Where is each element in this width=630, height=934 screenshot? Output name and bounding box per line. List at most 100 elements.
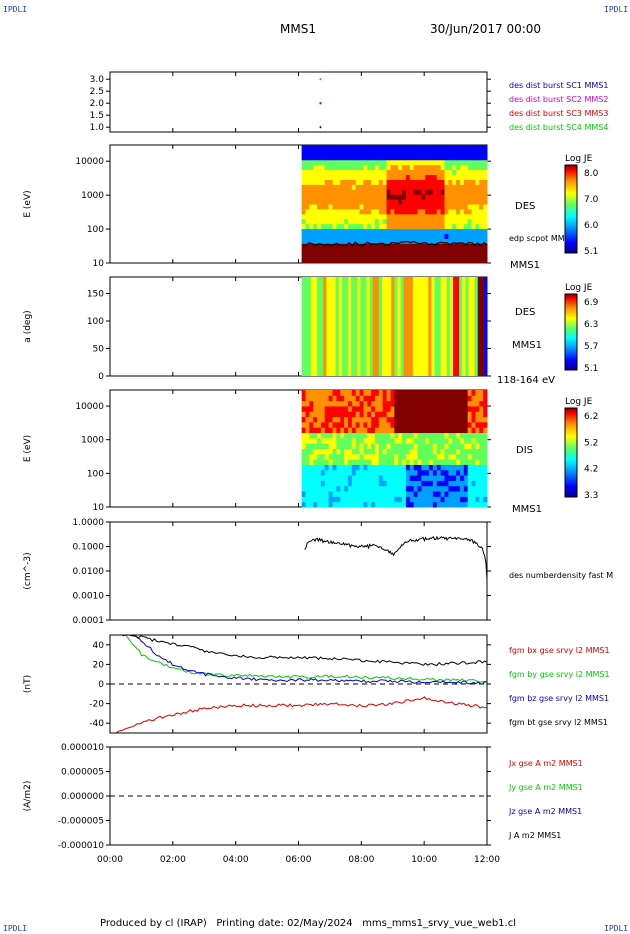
heatmap-cell	[459, 258, 465, 264]
heatmap-cell	[359, 248, 364, 254]
heatmap-cell	[398, 149, 403, 156]
heatmap-cell	[452, 501, 457, 508]
y-tick-label: 0.0100	[73, 567, 105, 577]
heatmap-cell	[371, 469, 376, 476]
heatmap-cell	[340, 496, 345, 503]
heatmap-cell	[320, 491, 326, 497]
y-tick-label: 1.5	[90, 111, 104, 121]
date-title: 30/Jun/2017 00:00	[430, 22, 542, 36]
heatmap-cell	[479, 228, 484, 234]
heatmap-cell	[301, 184, 307, 190]
y-tick-label: 0.1000	[73, 543, 105, 553]
heatmap-cell	[375, 204, 380, 210]
heatmap-cell	[375, 189, 380, 195]
heatmap-cell	[479, 253, 484, 259]
heatmap-cell	[347, 480, 353, 487]
heatmap-cell	[425, 448, 430, 455]
heatmap-cell	[351, 395, 357, 402]
heatmap-cell	[324, 179, 330, 185]
heatmap-cell	[386, 179, 391, 185]
heatmap-cell	[405, 189, 411, 195]
heatmap-cell	[456, 189, 461, 195]
heatmap-cell	[354, 277, 358, 376]
heatmap-cell	[386, 233, 391, 239]
heatmap-cell	[402, 218, 407, 225]
heatmap-cell	[436, 233, 442, 239]
heatmap-cell	[324, 390, 330, 396]
heatmap-cell	[301, 145, 307, 151]
heatmap-cell	[459, 149, 465, 156]
heatmap-cell	[336, 464, 341, 471]
heatmap-cell	[417, 179, 422, 185]
heatmap-cell	[386, 149, 391, 156]
heatmap-cell	[467, 411, 473, 418]
heatmap-cell	[479, 233, 484, 239]
heatmap-cell	[367, 149, 372, 156]
heatmap-cell	[324, 149, 330, 156]
heatmap-cell	[402, 243, 407, 249]
heatmap-cell	[436, 400, 442, 407]
heatmap-cell	[340, 475, 345, 481]
heatmap-cell	[351, 411, 357, 418]
colorbar	[564, 164, 578, 254]
y-tick-label: 1.0	[90, 123, 105, 133]
heatmap-cell	[436, 491, 442, 497]
heatmap-cell	[405, 400, 411, 407]
heatmap-cell	[421, 243, 426, 249]
heatmap-cell	[351, 189, 357, 195]
heatmap-cell	[409, 395, 415, 402]
heatmap-cell	[436, 204, 442, 210]
heatmap-cell	[429, 400, 434, 407]
heatmap-cell	[444, 469, 449, 476]
heatmap-cell	[336, 421, 341, 428]
heatmap-cell	[421, 485, 426, 492]
heatmap-cell	[413, 159, 418, 166]
heatmap-cell	[301, 159, 307, 166]
heatmap-cell	[340, 443, 345, 449]
heatmap-cell	[332, 154, 337, 161]
heatmap-cell	[429, 496, 434, 503]
heatmap-cell	[483, 199, 488, 205]
heatmap-cell	[375, 469, 380, 476]
heatmap-cell	[402, 194, 407, 200]
spacecraft-label: MMS1	[512, 504, 542, 515]
heatmap-cell	[448, 464, 453, 471]
heatmap-cell	[351, 501, 357, 508]
heatmap-cell	[425, 164, 430, 171]
heatmap-cell	[371, 395, 376, 402]
heatmap-cell	[371, 149, 376, 156]
heatmap-cell	[390, 464, 395, 471]
heatmap-cell	[405, 427, 411, 434]
heatmap-cell	[394, 432, 399, 439]
heatmap-cell	[324, 218, 330, 225]
heatmap-cell	[359, 448, 364, 455]
heatmap-cell	[351, 469, 357, 476]
heatmap-cell	[313, 204, 318, 210]
heatmap-cell	[336, 485, 341, 492]
corner-label-top-right: IPDLI	[604, 5, 629, 14]
heatmap-cell	[429, 145, 434, 151]
heatmap-cell	[320, 238, 326, 244]
heatmap-cell	[440, 480, 446, 487]
heatmap-cell	[483, 480, 488, 487]
heatmap-cell	[390, 169, 395, 175]
heatmap-cell	[332, 199, 337, 205]
heatmap-cell	[432, 189, 438, 195]
heatmap-cell	[359, 174, 364, 180]
heatmap-cell	[386, 469, 391, 476]
heatmap-cell	[425, 233, 430, 239]
heatmap-cell	[305, 491, 310, 497]
heatmap-cell	[452, 164, 457, 171]
heatmap-cell	[320, 208, 326, 215]
heatmap-cell	[483, 421, 488, 428]
heatmap-cell	[301, 411, 307, 418]
heatmap-cell	[371, 421, 376, 428]
heatmap-cell	[421, 223, 426, 230]
heatmap-cell	[328, 411, 334, 418]
heatmap-cell	[417, 437, 422, 444]
heatmap-cell	[317, 277, 321, 376]
heatmap-cell	[320, 400, 326, 407]
heatmap-cell	[398, 159, 403, 166]
heatmap-cell	[355, 159, 361, 166]
